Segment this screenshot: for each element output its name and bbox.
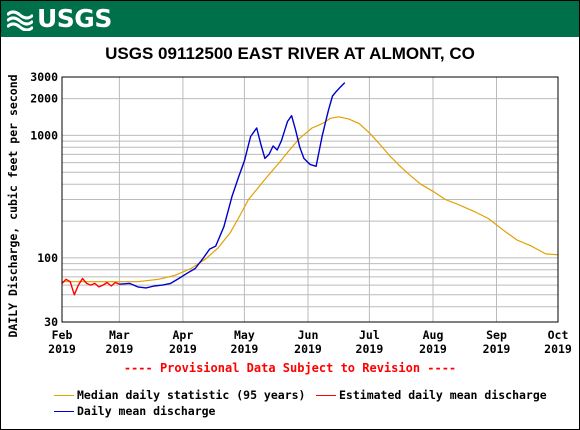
x-tick-year: 2019	[169, 342, 197, 356]
legend: Median daily statistic (95 years) Estima…	[1, 386, 579, 426]
usgs-wave-icon	[7, 10, 33, 31]
x-tick-month: Jun	[298, 328, 319, 342]
legend-swatch-median	[54, 394, 74, 396]
legend-label-estimated: Estimated daily mean discharge	[339, 388, 547, 402]
x-tick-year: 2019	[106, 342, 134, 356]
legend-item-median: Median daily statistic (95 years)	[54, 388, 305, 402]
legend-label-median: Median daily statistic (95 years)	[77, 388, 306, 402]
x-tick-year: 2019	[483, 342, 511, 356]
usgs-logo-text: USGS	[37, 4, 112, 33]
plot-frame	[61, 76, 559, 323]
series-lines	[61, 82, 559, 296]
y-tick-label: 30	[44, 315, 58, 329]
x-tick-year: 2019	[294, 342, 322, 356]
legend-swatch-daily-mean	[54, 410, 74, 412]
y-tick-label: 1000	[30, 128, 58, 142]
y-tick-label: 100	[37, 251, 58, 265]
series-daily-mean	[119, 82, 346, 289]
x-tick-month: Mar	[109, 328, 130, 342]
legend-item-estimated: Estimated daily mean discharge	[316, 388, 547, 402]
x-tick-year: 2019	[356, 342, 384, 356]
x-tick-year: 2019	[231, 342, 259, 356]
series-estimated	[61, 277, 120, 296]
x-tick-month: Aug	[423, 328, 444, 342]
x-tick-month: Oct	[548, 328, 569, 342]
y-tick-label: 3000	[30, 70, 58, 84]
x-tick-year: 2019	[544, 342, 572, 356]
x-tick-month: May	[234, 328, 255, 342]
x-tick-month: Jul	[359, 328, 380, 342]
grid-lines	[62, 77, 558, 322]
x-tick-year: 2019	[48, 342, 76, 356]
chart-title: USGS 09112500 EAST RIVER AT ALMONT, CO	[105, 44, 475, 63]
y-tick-label: 2000	[30, 92, 58, 106]
legend-label-daily-mean: Daily mean discharge	[77, 404, 216, 418]
y-axis-title: DAILY Discharge, cubic feet per second	[6, 74, 20, 338]
x-tick-month: Feb	[52, 328, 73, 342]
legend-item-daily-mean: Daily mean discharge	[54, 404, 215, 418]
axis-ticks: Feb2019Mar2019Apr2019May2019Jun2019Jul20…	[30, 70, 572, 356]
usgs-banner: USGS	[1, 1, 579, 37]
x-tick-month: Sep	[486, 328, 507, 342]
x-tick-year: 2019	[419, 342, 447, 356]
legend-swatch-estimated	[316, 394, 336, 396]
provisional-notice: ---- Provisional Data Subject to Revisio…	[123, 361, 457, 375]
x-tick-month: Apr	[173, 328, 194, 342]
